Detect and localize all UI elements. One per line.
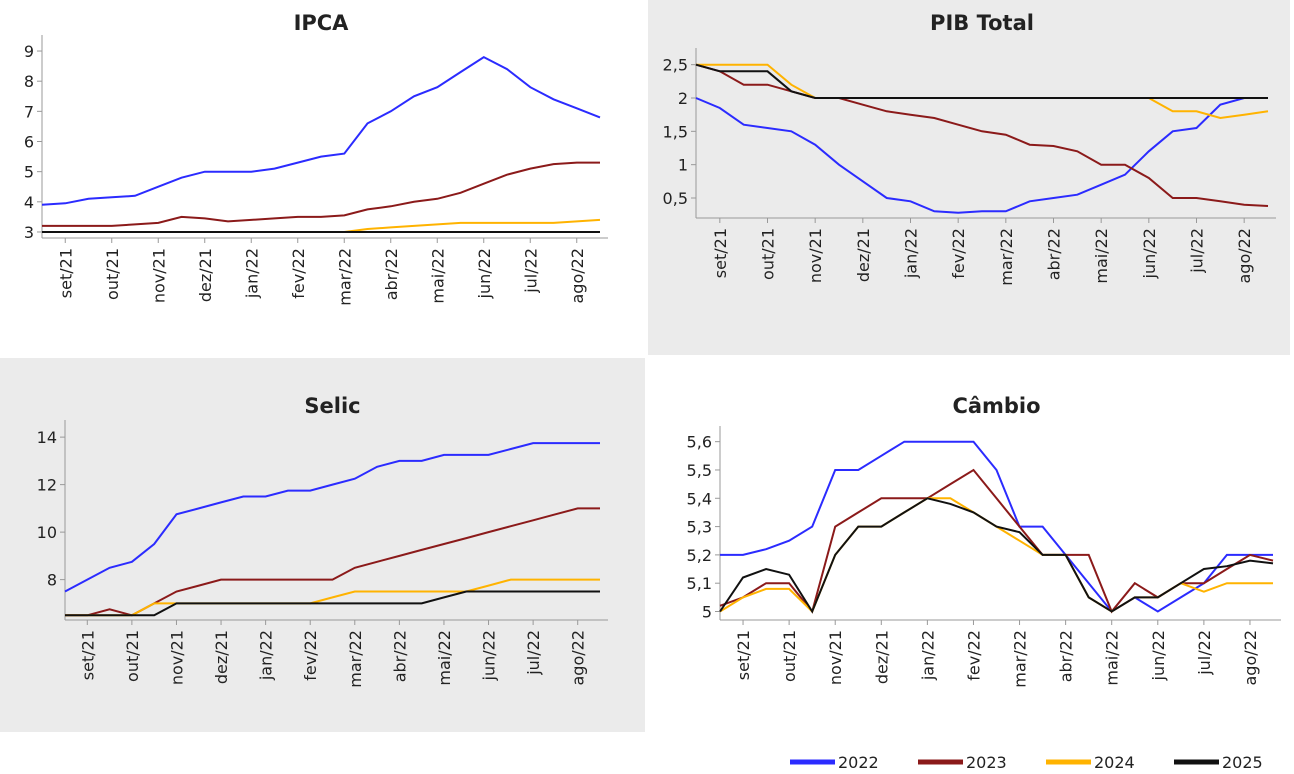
x-tick-label: out/21 <box>759 228 778 280</box>
series-line <box>720 440 1273 613</box>
chart: Selic 8 10 12 14 set/21 out/21 nov/21 dez/21 jan/… <box>37 394 608 688</box>
y-tick-label: 5,3 <box>687 518 712 537</box>
x-tick-label: jan/22 <box>257 630 276 681</box>
x-tick-label: jul/22 <box>521 248 540 294</box>
y-tick-label: 0,5 <box>663 189 688 208</box>
x-tick-label: abr/22 <box>1045 228 1064 280</box>
x-tick-label: jan/22 <box>242 248 261 299</box>
series-line <box>719 468 1274 614</box>
panel-background <box>0 358 645 732</box>
x-tick-label: jun/22 <box>480 630 499 681</box>
x-tick-label: fev/22 <box>301 630 320 681</box>
x-tick-label: nov/21 <box>149 248 168 303</box>
x-tick-label: dez/21 <box>872 630 891 684</box>
y-tick-label: 5,5 <box>687 461 712 480</box>
x-tick-label: set/21 <box>78 630 97 680</box>
x-tick-label: abr/22 <box>390 630 409 682</box>
y-tick-label: 1 <box>678 156 688 175</box>
chart: Câmbio 5 5,1 5,2 5,3 5,4 5,5 5,6 set/21 out/21 nov… <box>687 394 1281 688</box>
y-tick-label: 5,2 <box>687 546 712 565</box>
x-tick-label: dez/21 <box>212 630 231 684</box>
y-tick-label: 3 <box>24 223 34 242</box>
x-tick-label: mai/22 <box>428 248 447 304</box>
x-tick-label: mar/22 <box>1011 630 1030 688</box>
x-tick-label: jan/22 <box>902 228 921 279</box>
x-tick-label: dez/21 <box>854 228 873 282</box>
x-tick-label: mai/22 <box>435 630 454 686</box>
x-tick-label: out/21 <box>103 248 122 300</box>
x-tick-label: nov/21 <box>167 630 186 685</box>
x-tick-label: set/21 <box>56 248 75 298</box>
y-tick-label: 5,6 <box>687 433 712 452</box>
series-line <box>42 161 600 227</box>
x-tick-label: nov/21 <box>826 630 845 685</box>
chart: IPCA 3 4 5 6 7 8 9 set/21 out/21 nov/21 dez/21 jan/2… <box>24 11 608 306</box>
x-tick-label: out/21 <box>780 630 799 682</box>
y-tick-label: 4 <box>24 193 34 212</box>
x-tick-label: fev/22 <box>949 228 968 279</box>
y-tick-label: 8 <box>24 72 34 91</box>
x-tick-label: ago/22 <box>1235 228 1254 284</box>
x-tick-label: jun/22 <box>1149 630 1168 681</box>
x-tick-label: mai/22 <box>1103 630 1122 686</box>
series-line <box>695 63 1268 99</box>
chart-title: PIB Total <box>930 11 1034 35</box>
x-tick-label: jun/22 <box>1140 228 1159 279</box>
y-tick-label: 12 <box>37 476 57 495</box>
x-tick-label: ago/22 <box>568 248 587 304</box>
x-tick-label: out/21 <box>123 630 142 682</box>
series-line <box>41 55 601 206</box>
legend-label: 2023 <box>966 753 1007 772</box>
y-tick-label: 2,5 <box>663 56 688 75</box>
chart-title: Selic <box>304 394 360 418</box>
y-tick-label: 5,4 <box>687 489 712 508</box>
x-tick-label: ago/22 <box>569 630 588 686</box>
x-tick-label: mar/22 <box>335 248 354 306</box>
x-tick-label: fev/22 <box>964 630 983 681</box>
legend-label: 2024 <box>1094 753 1135 772</box>
x-tick-label: set/21 <box>734 630 753 680</box>
x-tick-label: mai/22 <box>1092 228 1111 284</box>
y-tick-label: 9 <box>24 42 34 61</box>
y-tick-label: 14 <box>37 428 57 447</box>
x-tick-label: nov/21 <box>806 228 825 283</box>
legend: 2022 2023 2024 2025 <box>790 753 1263 772</box>
series-line <box>695 97 1268 214</box>
y-tick-label: 5 <box>24 163 34 182</box>
chart-title: IPCA <box>294 11 350 35</box>
x-tick-label: mar/22 <box>346 630 365 688</box>
legend-label: 2022 <box>838 753 879 772</box>
series-line <box>65 578 600 617</box>
x-tick-label: mar/22 <box>997 228 1016 286</box>
y-tick-label: 5,1 <box>687 574 712 593</box>
x-tick-label: ago/22 <box>1241 630 1260 686</box>
x-tick-label: jul/22 <box>1188 228 1207 274</box>
series-line <box>719 497 1274 614</box>
y-tick-label: 5 <box>702 603 712 622</box>
x-tick-label: jul/22 <box>1195 630 1214 676</box>
series-line <box>64 442 600 593</box>
x-tick-label: dez/21 <box>196 248 215 302</box>
y-tick-label: 8 <box>47 571 57 590</box>
chart-title: Câmbio <box>952 394 1040 418</box>
x-tick-label: fev/22 <box>289 248 308 299</box>
x-tick-label: jun/22 <box>475 248 494 299</box>
x-tick-label: jan/22 <box>918 630 937 681</box>
x-tick-label: set/21 <box>711 228 730 278</box>
y-tick-label: 1,5 <box>663 122 688 141</box>
x-tick-label: jul/22 <box>524 630 543 676</box>
y-tick-label: 7 <box>24 102 34 121</box>
y-tick-label: 10 <box>37 523 57 542</box>
chart: PIB Total 0,5 1 1,5 2 2,5 set/21 out/21 nov/21 de… <box>663 11 1276 286</box>
x-tick-label: abr/22 <box>382 248 401 300</box>
series-line <box>719 497 1273 614</box>
y-tick-label: 6 <box>24 133 34 152</box>
x-tick-label: abr/22 <box>1057 630 1076 682</box>
y-tick-label: 2 <box>678 89 688 108</box>
panel-background <box>648 0 1290 355</box>
series-line <box>65 590 600 617</box>
legend-label: 2025 <box>1222 753 1263 772</box>
